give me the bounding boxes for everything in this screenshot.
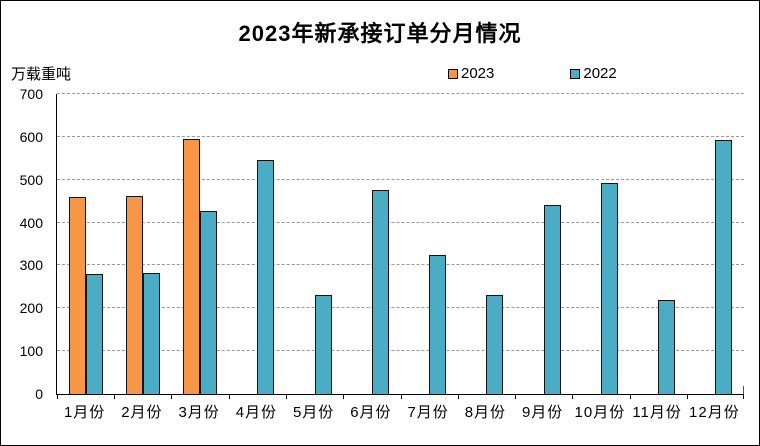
bar-group-5月份 (286, 94, 343, 394)
y-tick-label-400: 400 (19, 214, 43, 231)
bar-group-9月份 (515, 94, 572, 394)
bar-group-11月份 (630, 94, 687, 394)
x-axis-label-10月份: 10月份 (574, 404, 626, 421)
x-axis-label-3月份: 3月份 (178, 404, 220, 421)
legend-swatch-2022-icon (570, 68, 581, 79)
bar-group-8月份 (458, 94, 515, 394)
x-axis-label-11月份: 11月份 (632, 404, 682, 421)
x-tick-9 (572, 394, 574, 399)
y-tick-label-600: 600 (19, 128, 43, 145)
axis-corner-tick (743, 386, 744, 394)
bar-2022-2月份 (142, 272, 160, 394)
x-axis-label-5月份: 5月份 (292, 404, 335, 421)
legend-label-2022: 2022 (583, 65, 617, 82)
y-tick-label-0: 0 (35, 386, 43, 402)
bar-2022-7月份 (429, 254, 447, 394)
legend: 2023 2022 (448, 65, 617, 82)
x-axis-label-4月份: 4月份 (235, 404, 278, 421)
legend-swatch-2023-icon (448, 68, 458, 79)
legend-item-2022: 2022 (570, 65, 617, 82)
bar-2022-3月份 (200, 210, 218, 394)
y-tick-label-100: 100 (19, 343, 43, 360)
bar-2023-2月份 (125, 196, 143, 394)
x-axis-label-9月份: 9月份 (521, 404, 564, 421)
bar-2023-1月份 (68, 196, 86, 394)
bar-2022-11月份 (658, 299, 676, 394)
gridline-100 (57, 350, 744, 352)
bar-2022-6月份 (371, 189, 389, 394)
gridline-400 (57, 221, 744, 223)
bar-2022-12月份 (715, 140, 733, 394)
gridline-200 (57, 307, 744, 309)
x-axis-label-1月份: 1月份 (63, 404, 106, 421)
x-axis-label-2月份: 2月份 (121, 404, 163, 421)
bar-2022-5月份 (314, 295, 332, 394)
x-tick-8 (514, 394, 516, 399)
y-tick-label-200: 200 (19, 300, 43, 317)
y-tick-label-700: 700 (19, 86, 43, 102)
x-tick-1 (114, 394, 116, 399)
x-tick-5 (343, 394, 345, 399)
bar-group-4月份 (229, 94, 286, 394)
bar-2023-3月份 (183, 139, 201, 394)
bar-group-7月份 (401, 94, 458, 394)
x-axis-label-8月份: 8月份 (464, 404, 507, 421)
bars-layer (57, 94, 744, 394)
chart-title: 2023年新承接订单分月情况 (238, 21, 522, 46)
gridline-700 (57, 93, 744, 94)
bar-2022-8月份 (486, 294, 504, 394)
x-axis-label-7月份: 7月份 (407, 404, 449, 421)
bar-2022-9月份 (543, 205, 561, 394)
y-tick-label-500: 500 (19, 171, 43, 188)
bar-group-6月份 (343, 94, 400, 394)
x-tick-0 (57, 394, 58, 399)
x-tick-2 (171, 394, 173, 399)
bar-group-2月份 (114, 94, 171, 394)
bar-2022-4月份 (257, 159, 275, 394)
y-axis: 0 100 200 300 400 500 600 700 (1, 86, 50, 402)
x-axis-label-12月份: 12月份 (689, 404, 740, 421)
legend-label-2023: 2023 (461, 65, 495, 82)
y-tick-label-300: 300 (19, 257, 43, 274)
gridline-500 (57, 178, 744, 180)
x-axis-label-6月份: 6月份 (350, 404, 392, 421)
bar-group-10月份 (572, 94, 629, 394)
bar-2022-1月份 (85, 274, 103, 394)
bar-group-12月份 (687, 94, 744, 394)
x-tick-7 (457, 394, 459, 399)
x-tick-3 (228, 394, 230, 399)
gridline-300 (57, 264, 744, 266)
x-tick-10 (629, 394, 631, 399)
bar-group-1月份 (57, 94, 114, 394)
y-axis-unit-label: 万载重吨 (11, 66, 72, 83)
x-tick-12 (743, 394, 744, 399)
gridline-600 (57, 135, 744, 137)
x-tick-4 (285, 394, 287, 399)
plot-area (56, 93, 744, 399)
legend-item-2023: 2023 (448, 65, 494, 82)
x-tick-11 (686, 394, 688, 399)
bar-group-3月份 (172, 94, 229, 394)
x-tick-6 (400, 394, 402, 399)
x-axis-labels: 1月份 2月份 3月份 4月份 5月份 6月份 7月份 8月份 9月份 10月份 11月份 12月份 (56, 401, 743, 422)
bar-2022-10月份 (600, 182, 618, 394)
